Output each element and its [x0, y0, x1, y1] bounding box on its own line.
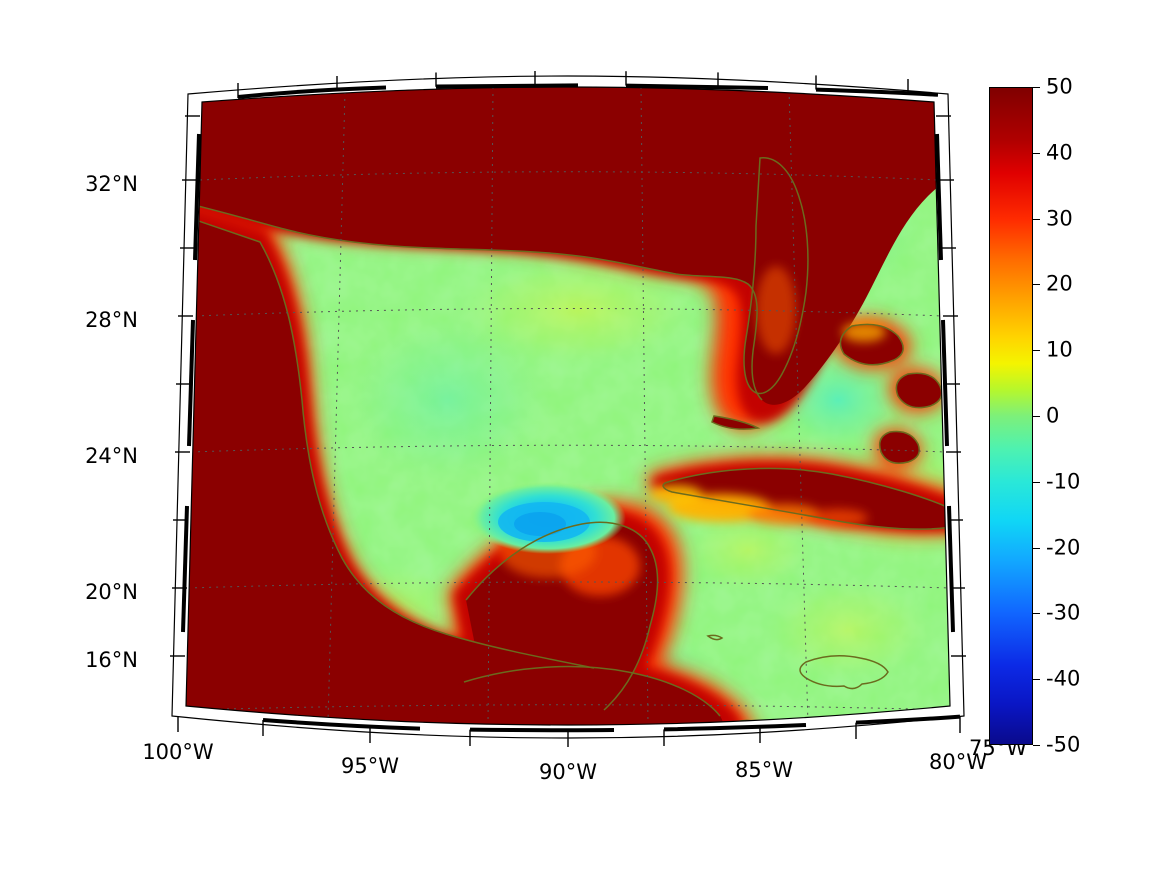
lat-tick-label-28N: 28°N [85, 308, 138, 332]
land-central-america [436, 666, 724, 725]
frame-tickmarks-bottom [177, 716, 961, 747]
colorbar-gradient [989, 87, 1033, 745]
frame-ticks-top [237, 83, 939, 99]
colorbar-label-30: 30 [1046, 206, 1073, 231]
map-panel[interactable]: 32°N 28°N 24°N 20°N 16°N 100°W 95°W 90°W… [85, 70, 1027, 783]
colorbar[interactable]: 50 40 30 20 10 0 -10 -20 -30 -40 -50 [989, 76, 1080, 755]
colorbar-label-0: 0 [1046, 403, 1060, 428]
colorbar-label-neg40: -40 [1046, 666, 1081, 691]
cold-anomaly-campeche [470, 482, 626, 554]
lat-tick-label-32N: 32°N [85, 172, 138, 196]
colorbar-label-neg50: -50 [1046, 732, 1081, 757]
colorbar-label-20: 20 [1046, 271, 1073, 296]
frame-tickmarks-top [237, 71, 909, 98]
lon-tick-label-85W: 85°W [735, 758, 793, 782]
lat-tick-label-24N: 24°N [85, 444, 138, 468]
colorbar-label-40: 40 [1046, 140, 1073, 165]
land-bahamas-long [879, 431, 920, 464]
frame-ticks-bottom [262, 714, 961, 733]
colorbar-label-10: 10 [1046, 337, 1073, 362]
colorbar-tick-50 [1033, 87, 1040, 88]
colorbar-tick-neg50 [1033, 745, 1040, 746]
colorbar-tick-40 [1033, 152, 1040, 154]
colorbar-tick-neg20 [1033, 547, 1040, 549]
colorbar-tick-10 [1033, 350, 1040, 352]
colorbar-label-neg30: -30 [1046, 600, 1081, 625]
colorbar-label-neg10: -10 [1046, 469, 1081, 494]
land-mexico [186, 190, 594, 725]
land-cuba [663, 468, 950, 530]
map-raster [170, 71, 966, 747]
lat-tick-label-20N: 20°N [85, 580, 138, 604]
map-frame [170, 71, 966, 747]
frame-ticks-right [935, 133, 955, 633]
colorbar-tick-neg10 [1033, 481, 1040, 483]
frame-tickmarks-left [170, 115, 200, 657]
lat-tick-label-16N: 16°N [85, 648, 138, 672]
lon-tick-label-95W: 95°W [341, 754, 399, 778]
coastline-outlines [186, 157, 950, 725]
frame-tickmarks-right [936, 115, 966, 657]
colorbar-tick-0 [1033, 416, 1040, 417]
land-bahamas-grand [896, 373, 942, 408]
colorbar-tick-30 [1033, 218, 1040, 220]
colorbar-label-50: 50 [1046, 74, 1073, 99]
frame-ticks-left [181, 133, 201, 633]
colorbar-tick-neg30 [1033, 613, 1040, 615]
colorbar-tick-20 [1033, 284, 1040, 286]
colorbar-tick-neg40 [1033, 679, 1040, 681]
lon-tick-label-90W: 90°W [539, 760, 597, 784]
coastline-jamaica [799, 655, 889, 690]
lon-tick-label-80W: 80°W [929, 750, 987, 774]
graticule [186, 87, 950, 725]
colorbar-label-neg20: -20 [1046, 535, 1081, 560]
lon-tick-label-100W: 100°W [142, 740, 214, 764]
